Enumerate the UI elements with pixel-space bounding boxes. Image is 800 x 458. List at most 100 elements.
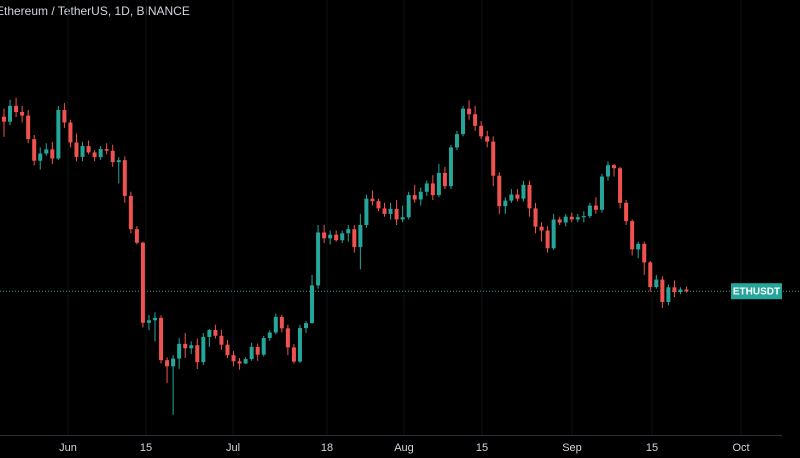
candle bbox=[207, 328, 212, 347]
candle-body-up bbox=[56, 110, 61, 159]
candle bbox=[606, 161, 610, 181]
candle bbox=[62, 103, 67, 129]
candle bbox=[654, 274, 659, 289]
candle-body-down bbox=[370, 198, 375, 202]
x-tick-label: Jul bbox=[226, 442, 240, 454]
candle bbox=[400, 205, 405, 223]
candle bbox=[80, 141, 85, 162]
candle bbox=[442, 166, 447, 189]
candle bbox=[92, 150, 97, 162]
candle-body-down bbox=[159, 317, 164, 361]
candle bbox=[352, 225, 357, 253]
candle bbox=[503, 197, 508, 214]
candle-body-up bbox=[599, 176, 604, 210]
candle bbox=[358, 213, 363, 270]
candle bbox=[587, 202, 592, 219]
candle bbox=[436, 164, 441, 198]
x-tick-label: 15 bbox=[140, 442, 152, 454]
candle bbox=[304, 321, 308, 334]
candle bbox=[599, 173, 604, 213]
candle-body-up bbox=[98, 149, 103, 158]
chart-title: Ethereum / TetherUS, 1D, BINANCE bbox=[0, 4, 190, 18]
candle-body-down bbox=[412, 195, 417, 200]
candle-body-down bbox=[533, 208, 538, 227]
candle-body-up bbox=[606, 165, 610, 177]
candle bbox=[285, 324, 290, 356]
candle bbox=[171, 355, 176, 415]
candle bbox=[74, 133, 79, 162]
candle-body-down bbox=[485, 136, 490, 142]
candle-body-up bbox=[201, 336, 206, 363]
candle-body-down bbox=[491, 141, 496, 176]
candle-body-up bbox=[455, 134, 459, 148]
candle bbox=[593, 197, 598, 214]
candle-body-down bbox=[545, 230, 550, 249]
candle bbox=[183, 333, 188, 358]
candle bbox=[581, 211, 586, 223]
candle-body-down bbox=[128, 195, 133, 230]
candle-body-up bbox=[153, 317, 157, 321]
candle bbox=[261, 335, 266, 357]
candle-body-up bbox=[267, 332, 272, 339]
candle-body-up bbox=[358, 225, 363, 248]
candle-body-down bbox=[225, 344, 230, 356]
candle bbox=[678, 287, 683, 295]
candle-body-down bbox=[539, 226, 544, 231]
candle bbox=[225, 339, 230, 358]
candle-body-up bbox=[243, 359, 248, 364]
candle-body-up bbox=[436, 172, 441, 196]
candle bbox=[370, 190, 375, 206]
candle-body-up bbox=[678, 289, 683, 293]
candle-body-up bbox=[297, 328, 302, 362]
candle bbox=[527, 180, 532, 217]
candle-body-down bbox=[322, 232, 327, 239]
candle bbox=[86, 140, 91, 155]
candle-body-down bbox=[473, 114, 478, 126]
candle bbox=[545, 226, 550, 253]
candle bbox=[237, 357, 242, 370]
candle-body-up bbox=[340, 233, 345, 241]
candle-body-up bbox=[177, 343, 182, 359]
candle bbox=[165, 357, 170, 383]
candle-body-down bbox=[569, 216, 574, 220]
candle-body-down bbox=[618, 168, 623, 203]
candle bbox=[394, 200, 399, 225]
candle-body-down bbox=[285, 328, 290, 348]
candle bbox=[56, 105, 61, 160]
candle-body-down bbox=[74, 142, 79, 157]
candle-body-up bbox=[207, 329, 212, 337]
candle bbox=[382, 202, 387, 217]
candle-body-down bbox=[134, 229, 139, 243]
candle-body-up bbox=[346, 229, 351, 234]
candle-body-down bbox=[26, 115, 31, 140]
candle bbox=[159, 315, 164, 364]
candle bbox=[418, 187, 423, 206]
candle-body-down bbox=[140, 242, 145, 323]
candle bbox=[128, 191, 133, 234]
candle-body-down bbox=[122, 160, 127, 196]
candle bbox=[189, 341, 194, 354]
candle bbox=[376, 198, 381, 212]
candle-body-down bbox=[165, 360, 170, 367]
candle-body-up bbox=[316, 232, 321, 286]
candle-body-down bbox=[624, 202, 629, 222]
candle bbox=[364, 194, 369, 228]
candle bbox=[26, 110, 31, 144]
candle bbox=[50, 141, 55, 165]
candle-body-down bbox=[255, 346, 260, 355]
candle bbox=[533, 202, 538, 234]
candle-body-down bbox=[612, 165, 617, 169]
candle bbox=[267, 330, 272, 341]
candle bbox=[273, 313, 278, 335]
candle-body-up bbox=[424, 183, 429, 192]
candle-body-up bbox=[563, 216, 568, 223]
candle-body-down bbox=[515, 194, 520, 199]
candle bbox=[104, 143, 109, 155]
candle-body-down bbox=[219, 335, 224, 345]
candle bbox=[116, 157, 121, 184]
candle-body-up bbox=[509, 194, 514, 201]
candle-body-down bbox=[394, 208, 399, 220]
candle bbox=[388, 202, 393, 220]
candle-body-up bbox=[304, 323, 308, 329]
